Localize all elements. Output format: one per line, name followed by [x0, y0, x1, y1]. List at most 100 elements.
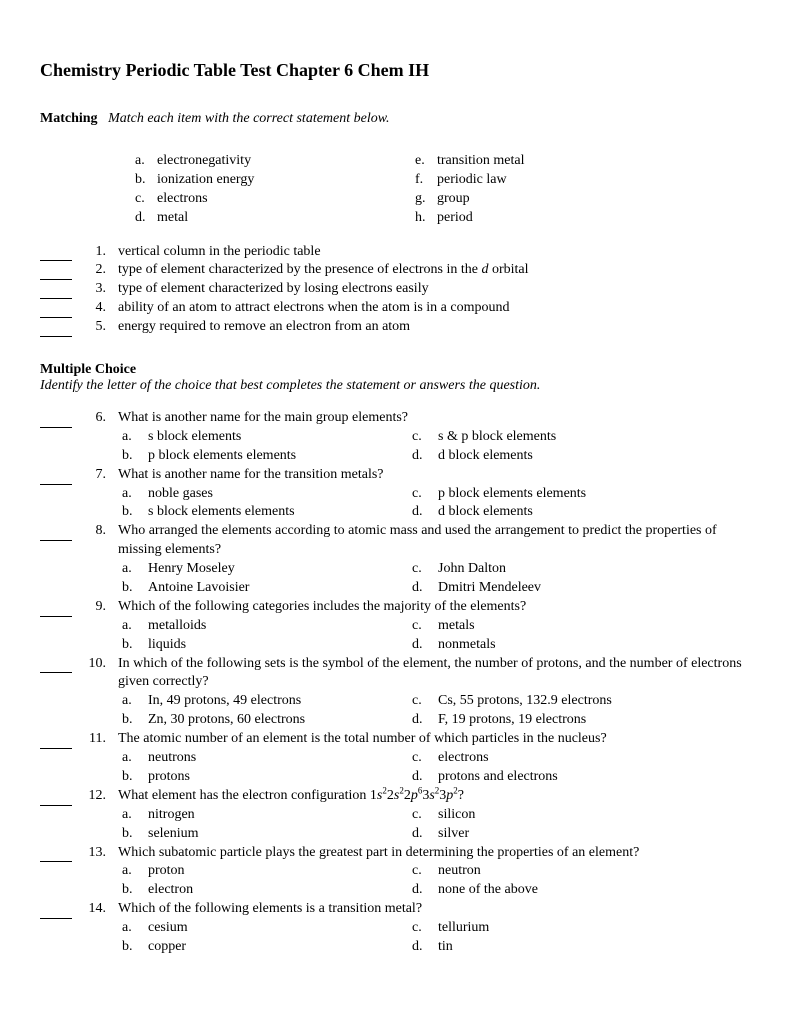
term-text: periodic law [437, 171, 507, 190]
question-number: 13. [88, 844, 106, 863]
question-text: type of element characterized by the pre… [106, 261, 751, 280]
choice-letter: d. [408, 938, 438, 957]
term-text: metal [157, 209, 188, 228]
answer-blank[interactable] [40, 735, 72, 749]
choice-letter: b. [118, 825, 148, 844]
question-number: 7. [88, 466, 106, 485]
choice-text: In, 49 protons, 49 electrons [148, 692, 301, 711]
answer-blank[interactable] [40, 247, 72, 261]
choice-row: b.selenium [118, 825, 408, 844]
answer-blank[interactable] [40, 659, 72, 673]
choice-text: metals [438, 617, 475, 636]
choices: a.Henry Moseleyb.Antoine Lavoisierc.John… [118, 560, 751, 598]
mc-question: 13.Which subatomic particle plays the gr… [40, 844, 751, 901]
choice-row: a.metalloids [118, 617, 408, 636]
choice-text: liquids [148, 636, 186, 655]
term-letter: f. [415, 171, 437, 190]
choice-row: a.proton [118, 862, 408, 881]
choice-letter: b. [118, 711, 148, 730]
choices: a.metalloidsb.liquidsc.metalsd.nonmetals [118, 617, 751, 655]
choice-letter: a. [118, 617, 148, 636]
term-col-left: a.electronegativityb.ionization energyc.… [135, 152, 415, 228]
question-number: 8. [88, 522, 106, 560]
choice-text: neutrons [148, 749, 196, 768]
choice-row: c.s & p block elements [408, 428, 556, 447]
choices: a.In, 49 protons, 49 electronsb.Zn, 30 p… [118, 692, 751, 730]
choice-text: d block elements [438, 447, 533, 466]
term-letter: d. [135, 209, 157, 228]
matching-question-row: 3.type of element characterized by losin… [40, 280, 751, 299]
term-letter: h. [415, 209, 437, 228]
answer-blank[interactable] [40, 792, 72, 806]
matching-questions: 1.vertical column in the periodic table2… [40, 243, 751, 337]
choice-text: s & p block elements [438, 428, 556, 447]
choice-text: electrons [438, 749, 489, 768]
mc-question: 11.The atomic number of an element is th… [40, 730, 751, 787]
answer-blank[interactable] [40, 414, 72, 428]
question-number: 12. [88, 787, 106, 806]
choice-letter: a. [118, 485, 148, 504]
question-text: type of element characterized by losing … [106, 280, 751, 299]
answer-blank[interactable] [40, 285, 72, 299]
choice-row: c.metals [408, 617, 496, 636]
term-text: period [437, 209, 473, 228]
answer-blank[interactable] [40, 266, 72, 280]
choice-letter: c. [408, 749, 438, 768]
question-stem: Which of the following categories includ… [106, 598, 751, 617]
answer-blank[interactable] [40, 905, 72, 919]
term-text: group [437, 190, 470, 209]
answer-blank[interactable] [40, 323, 72, 337]
choices: a.nitrogenb.seleniumc.silicond.silver [118, 806, 751, 844]
term-row: a.electronegativity [135, 152, 415, 171]
choice-row: b.s block elements elements [118, 503, 408, 522]
answer-blank[interactable] [40, 848, 72, 862]
term-row: e.transition metal [415, 152, 524, 171]
question-stem: In which of the following sets is the sy… [106, 655, 751, 693]
matching-label: Matching [40, 111, 98, 126]
choice-letter: a. [118, 749, 148, 768]
term-letter: c. [135, 190, 157, 209]
question-stem: Who arranged the elements according to a… [106, 522, 751, 560]
page-title: Chemistry Periodic Table Test Chapter 6 … [40, 60, 751, 81]
choice-row: d.Dmitri Mendeleev [408, 579, 541, 598]
choice-text: copper [148, 938, 186, 957]
mc-question: 12.What element has the electron configu… [40, 787, 751, 844]
choice-letter: b. [118, 881, 148, 900]
matching-question-row: 5.energy required to remove an electron … [40, 318, 751, 337]
matching-terms: a.electronegativityb.ionization energyc.… [135, 152, 751, 228]
choice-text: electron [148, 881, 193, 900]
choices: a.protonb.electronc.neutrond.none of the… [118, 862, 751, 900]
choice-text: proton [148, 862, 185, 881]
choice-row: a.nitrogen [118, 806, 408, 825]
answer-blank[interactable] [40, 527, 72, 541]
mc-question: 6.What is another name for the main grou… [40, 409, 751, 466]
choice-text: Cs, 55 protons, 132.9 electrons [438, 692, 612, 711]
choice-letter: c. [408, 692, 438, 711]
choice-text: s block elements elements [148, 503, 295, 522]
choice-letter: a. [118, 862, 148, 881]
choice-row: b.Antoine Lavoisier [118, 579, 408, 598]
choice-text: p block elements elements [438, 485, 586, 504]
choice-row: c.tellurium [408, 919, 489, 938]
term-text: electrons [157, 190, 208, 209]
choices: a.s block elementsb.p block elements ele… [118, 428, 751, 466]
answer-blank[interactable] [40, 304, 72, 318]
choice-letter: b. [118, 579, 148, 598]
choice-row: d.F, 19 protons, 19 electrons [408, 711, 612, 730]
question-stem: Which subatomic particle plays the great… [106, 844, 751, 863]
choice-row: d.tin [408, 938, 489, 957]
choice-letter: d. [408, 768, 438, 787]
choice-letter: b. [118, 636, 148, 655]
choice-letter: a. [118, 692, 148, 711]
choice-text: protons [148, 768, 190, 787]
answer-blank-cell [40, 299, 80, 318]
term-letter: g. [415, 190, 437, 209]
answer-blank[interactable] [40, 603, 72, 617]
answer-blank[interactable] [40, 471, 72, 485]
choice-row: d.silver [408, 825, 475, 844]
choice-text: Zn, 30 protons, 60 electrons [148, 711, 305, 730]
answer-blank-cell [40, 318, 80, 337]
choice-text: F, 19 protons, 19 electrons [438, 711, 586, 730]
choice-letter: c. [408, 617, 438, 636]
choice-letter: d. [408, 881, 438, 900]
